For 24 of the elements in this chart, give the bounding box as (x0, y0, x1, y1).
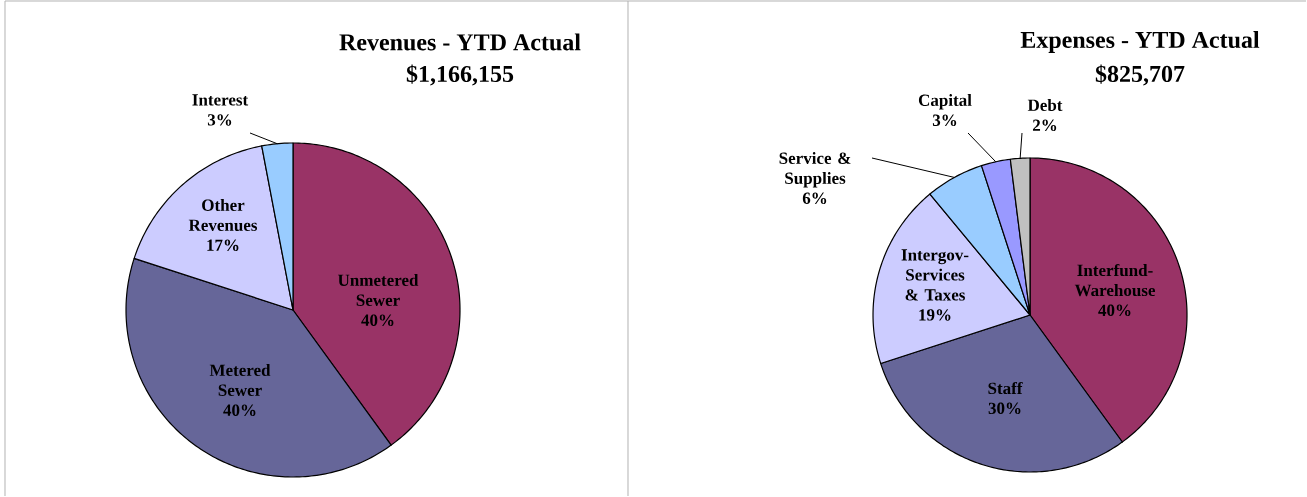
data-label: 6% (802, 192, 827, 204)
slice-label: Unmetered Sewer (338, 274, 419, 306)
chart-subtitle: $1,166,155 (406, 64, 514, 86)
data-label: 30% (988, 402, 1021, 415)
chart-subtitle: $825,707 (1095, 64, 1185, 86)
slice-label: Capital (918, 94, 972, 110)
slice-label: Metered Sewer (209, 363, 271, 396)
data-label: 40% (223, 404, 256, 416)
slice-label: Staff (988, 381, 1023, 395)
slice-label: Other Revenues (188, 199, 258, 231)
data-label: 40% (361, 314, 394, 326)
data-label: 3% (207, 114, 232, 126)
slice-label: Intergov-Services & Taxes (901, 249, 969, 301)
data-label: 19% (919, 309, 951, 321)
data-label: 2% (1032, 119, 1057, 131)
slice-label: Interest (192, 94, 249, 106)
data-label: 40% (1098, 304, 1131, 317)
chart-title: Revenues - YTD Actual (339, 33, 581, 51)
slice-label: Debt (1027, 99, 1063, 111)
data-label: 17% (207, 239, 239, 251)
data-label: 3% (932, 114, 957, 127)
chart-title: Expenses - YTD Actual (1020, 31, 1260, 53)
legend-label: Service & Supplies (779, 152, 851, 188)
slice-label: Interfund-Warehouse (1074, 263, 1156, 297)
